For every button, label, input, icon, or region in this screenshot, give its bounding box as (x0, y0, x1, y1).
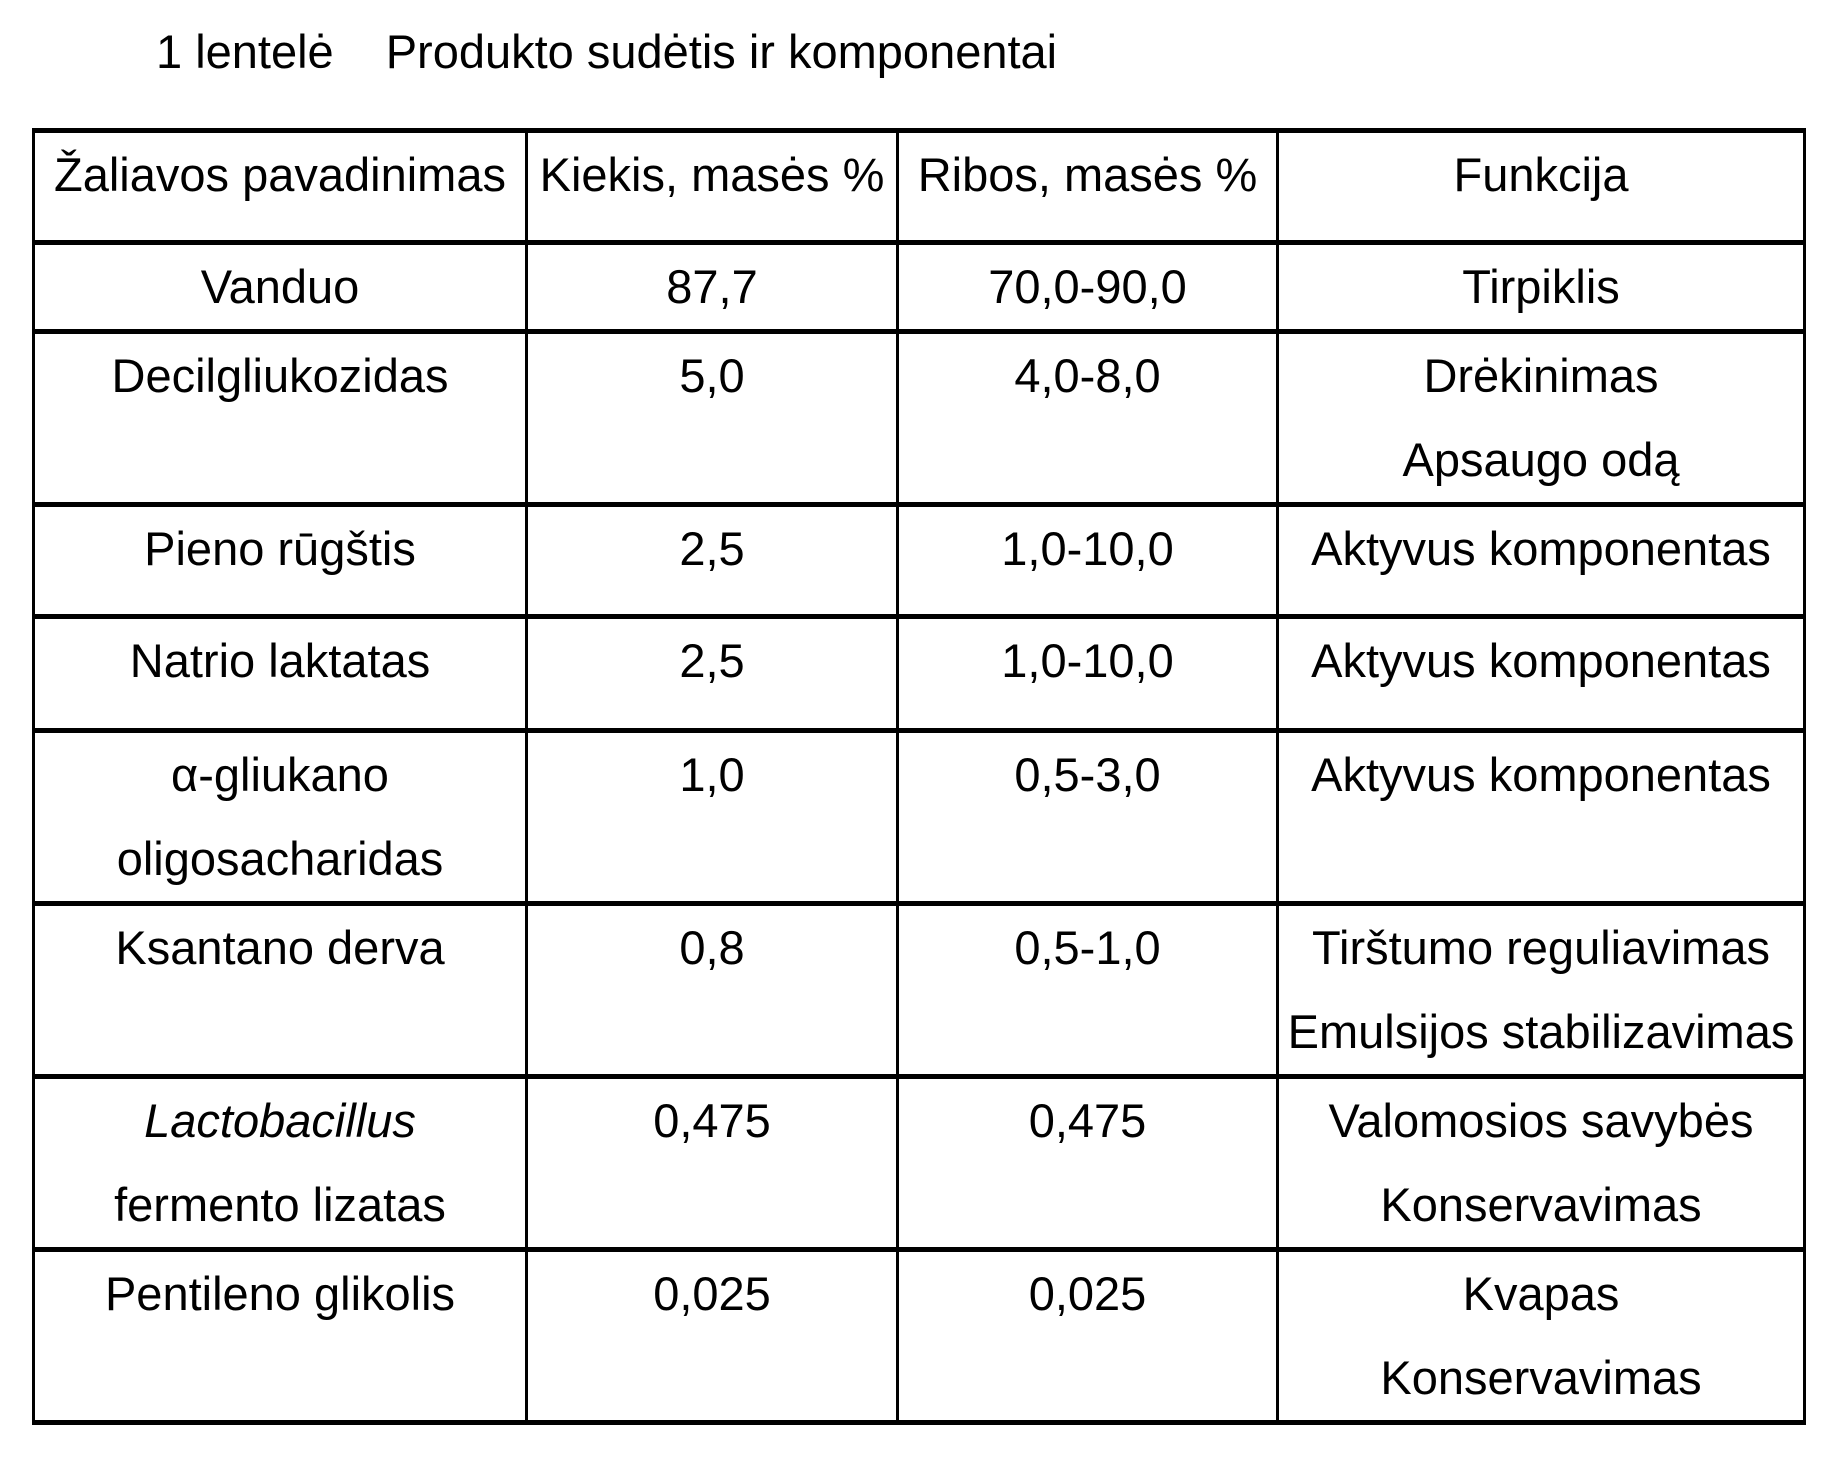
cell-ingredient-name: Lactobacillus fermento lizatas (32, 1074, 528, 1252)
cell-ingredient-name: α-gliukano oligosacharidas (32, 728, 528, 906)
cell-line: oligosacharidas (116, 832, 444, 885)
cell-function: Aktyvus komponentas (1276, 614, 1806, 733)
cell-amount: 87,7 (525, 240, 899, 334)
cell-line: 1,0 (679, 748, 745, 801)
cell-line: Konservavimas (1380, 1351, 1702, 1404)
table-row: α-gliukano oligosacharidas 1,0 0,5-3,0 A… (32, 728, 1806, 906)
table-row: Decilgliukozidas 5,0 4,0-8,0 Drėkinimas … (32, 329, 1806, 507)
cell-amount: 0,025 (525, 1247, 899, 1425)
table-row: Lactobacillus fermento lizatas 0,475 0,4… (32, 1074, 1806, 1252)
cell-ingredient-name: Natrio laktatas (32, 614, 528, 733)
cell-range: 0,5-3,0 (896, 728, 1279, 906)
cell-line: Aktyvus komponentas (1311, 634, 1771, 687)
cell-line: α-gliukano (171, 748, 389, 801)
header-label: Kiekis, masės % (539, 148, 885, 201)
cell-amount: 2,5 (525, 502, 899, 619)
cell-line: fermento lizatas (114, 1178, 446, 1231)
cell-function: Aktyvus komponentas (1276, 728, 1806, 906)
cell-ingredient-name: Vanduo (32, 240, 528, 334)
cell-line: Drėkinimas (1423, 349, 1659, 402)
column-header-function: Funkcija (1276, 128, 1806, 245)
cell-range: 1,0-10,0 (896, 502, 1279, 619)
composition-table: Žaliavos pavadinimas Kiekis, masės % Rib… (32, 128, 1806, 1425)
cell-function: Tirštumo reguliavimas Emulsijos stabiliz… (1276, 901, 1806, 1079)
table-caption-title: Produkto sudėtis ir komponentai (385, 25, 1058, 78)
table-row: Pentileno glikolis 0,025 0,025 Kvapas Ko… (32, 1247, 1806, 1425)
cell-line: Emulsijos stabilizavimas (1287, 1005, 1795, 1058)
cell-line: 70,0-90,0 (988, 260, 1187, 313)
cell-function: Kvapas Konservavimas (1276, 1247, 1806, 1425)
cell-line: Vanduo (200, 260, 360, 313)
cell-line: Apsaugo odą (1402, 433, 1680, 486)
cell-ingredient-name: Pieno rūgštis (32, 502, 528, 619)
cell-line: Aktyvus komponentas (1311, 748, 1771, 801)
cell-line: 4,0-8,0 (1014, 349, 1161, 402)
cell-line: Tirpiklis (1462, 260, 1620, 313)
cell-line: 2,5 (679, 522, 745, 575)
cell-line: Pentileno glikolis (104, 1267, 456, 1320)
cell-line: 1,0-10,0 (1001, 634, 1174, 687)
cell-range: 0,025 (896, 1247, 1279, 1425)
header-label: Ribos, masės % (917, 148, 1258, 201)
cell-range: 0,5-1,0 (896, 901, 1279, 1079)
cell-function: Drėkinimas Apsaugo odą (1276, 329, 1806, 507)
cell-ingredient-name: Ksantano derva (32, 901, 528, 1079)
cell-line: 0,475 (1028, 1094, 1147, 1147)
cell-line: 0,5-1,0 (1014, 921, 1161, 974)
cell-ingredient-name: Decilgliukozidas (32, 329, 528, 507)
cell-line: Lactobacillus (144, 1094, 416, 1147)
cell-line: 5,0 (679, 349, 745, 402)
cell-line: Valomosios savybės (1328, 1094, 1754, 1147)
cell-amount: 0,8 (525, 901, 899, 1079)
cell-line: Natrio laktatas (129, 634, 431, 687)
cell-line: Pieno rūgštis (144, 522, 416, 575)
cell-line: Konservavimas (1380, 1178, 1702, 1231)
cell-amount: 0,475 (525, 1074, 899, 1252)
cell-line: Kvapas (1462, 1267, 1620, 1320)
cell-line: 0,8 (679, 921, 745, 974)
cell-range: 0,475 (896, 1074, 1279, 1252)
cell-range: 1,0-10,0 (896, 614, 1279, 733)
cell-line: Decilgliukozidas (111, 349, 449, 402)
cell-amount: 2,5 (525, 614, 899, 733)
cell-amount: 5,0 (525, 329, 899, 507)
column-header-range: Ribos, masės % (896, 128, 1279, 245)
header-row: Žaliavos pavadinimas Kiekis, masės % Rib… (32, 128, 1806, 245)
cell-amount: 1,0 (525, 728, 899, 906)
cell-ingredient-name: Pentileno glikolis (32, 1247, 528, 1425)
cell-line: Aktyvus komponentas (1311, 522, 1771, 575)
table-row: Ksantano derva 0,8 0,5-1,0 Tirštumo regu… (32, 901, 1806, 1079)
table-row: Natrio laktatas 2,5 1,0-10,0 Aktyvus kom… (32, 614, 1806, 733)
column-header-ingredient: Žaliavos pavadinimas (32, 128, 528, 245)
cell-line: 1,0-10,0 (1001, 522, 1174, 575)
table-row: Vanduo 87,7 70,0-90,0 Tirpiklis (32, 240, 1806, 334)
cell-line: Tirštumo reguliavimas (1312, 921, 1770, 974)
cell-function: Aktyvus komponentas (1276, 502, 1806, 619)
cell-range: 70,0-90,0 (896, 240, 1279, 334)
cell-line: 0,5-3,0 (1014, 748, 1161, 801)
cell-line: Ksantano derva (115, 921, 445, 974)
header-label: Funkcija (1453, 148, 1629, 201)
column-header-amount: Kiekis, masės % (525, 128, 899, 245)
cell-range: 4,0-8,0 (896, 329, 1279, 507)
cell-line: 2,5 (679, 634, 745, 687)
cell-function: Valomosios savybės Konservavimas (1276, 1074, 1806, 1252)
cell-line: 0,025 (653, 1267, 771, 1320)
header-label: Žaliavos pavadinimas (54, 148, 506, 201)
cell-line: 0,475 (653, 1094, 771, 1147)
table-caption: 1 lentelė Produkto sudėtis ir komponentai (156, 24, 1057, 79)
table-row: Pieno rūgštis 2,5 1,0-10,0 Aktyvus kompo… (32, 502, 1806, 619)
cell-function: Tirpiklis (1276, 240, 1806, 334)
cell-line: 87,7 (666, 260, 758, 313)
table-caption-number: 1 lentelė (156, 25, 334, 78)
cell-line: 0,025 (1028, 1267, 1147, 1320)
